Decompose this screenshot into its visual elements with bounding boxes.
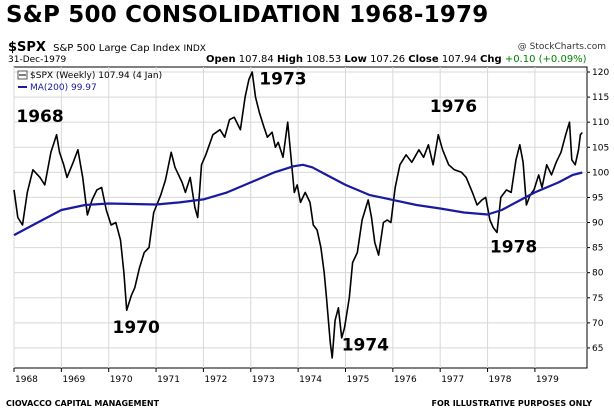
high-value: 108.53	[306, 54, 342, 65]
close-value: 107.94	[441, 54, 477, 65]
chg-value: +0.10 (+0.09%)	[504, 54, 587, 65]
y-tick-label: 65	[592, 344, 603, 354]
y-axis-ticks: 65 70 75 80 85 90 95 100 105 110 115 120	[587, 68, 609, 354]
y-tick-label: 70	[592, 319, 604, 329]
y-tick-label: 105	[592, 143, 609, 153]
ticker-symbol: $SPX	[8, 40, 46, 55]
x-tick-label: 1973	[252, 375, 275, 385]
year-annotation: 1974	[342, 335, 389, 355]
series-layer	[13, 71, 583, 359]
y-tick-label: 100	[592, 168, 609, 178]
y-tick-label: 95	[592, 193, 603, 203]
x-tick-label: 1972	[204, 375, 227, 385]
legend: $SPX (Weekly) 107.94 (4 Jan) MA(200) 99.9…	[17, 70, 162, 93]
y-tick-label: 90	[592, 219, 604, 229]
y-tick-label: 120	[592, 68, 609, 78]
x-tick-label: 1975	[346, 375, 369, 385]
x-tick-label: 1974	[299, 375, 322, 385]
year-annotation: 1968	[16, 107, 63, 127]
price-series-line	[13, 71, 583, 359]
x-tick-label: 1971	[157, 375, 180, 385]
x-tick-label: 1969	[62, 375, 85, 385]
legend-price-label: $SPX (Weekly) 107.94 (4 Jan)	[30, 71, 162, 81]
chart-title: S&P 500 CONSOLIDATION 1968-1979	[6, 2, 489, 28]
y-tick-label: 115	[592, 93, 609, 103]
symbol-line: $SPX S&P 500 Large Cap Index INDX	[8, 40, 206, 55]
high-label: High	[276, 54, 304, 65]
x-tick-label: 1977	[441, 375, 464, 385]
y-tick-label: 80	[592, 269, 604, 279]
year-annotation: 1976	[430, 97, 477, 117]
ohlc-readout: Open 107.84 High 108.53 Low 107.26 Close…	[206, 54, 587, 65]
y-tick-label: 85	[592, 244, 603, 254]
x-tick-label: 1970	[110, 375, 133, 385]
footer-credit: CIOVACCO CAPITAL MANAGEMENT	[6, 399, 160, 408]
y-tick-label: 75	[592, 294, 603, 304]
chg-label: Chg	[480, 54, 502, 65]
year-annotation: 1970	[112, 318, 159, 338]
exchange-label: INDX	[183, 44, 206, 54]
y-tick-label: 110	[592, 118, 609, 128]
stockcharts-credit: @ StockCharts.com	[517, 42, 606, 52]
grid-lines	[13, 67, 587, 368]
low-value: 107.26	[370, 54, 406, 65]
index-name: S&P 500 Large Cap Index	[53, 43, 181, 54]
x-tick-label: 1979	[536, 375, 559, 385]
x-tick-label: 1976	[394, 375, 417, 385]
x-tick-label: 1978	[489, 375, 512, 385]
footer-disclaimer: FOR ILLUSTRATIVE PURPOSES ONLY	[431, 399, 592, 408]
close-label: Close	[408, 54, 439, 65]
x-tick-label: 1968	[15, 375, 38, 385]
low-label: Low	[344, 54, 367, 65]
open-value: 107.84	[238, 54, 274, 65]
legend-ma-label: MA(200) 99.97	[30, 83, 97, 93]
ma200-series-line	[13, 163, 583, 237]
x-axis-ticks: 1968 1969 1970 1971 1972 1973 1974 1975 1976 1977…	[13, 368, 559, 385]
year-annotation: 1973	[259, 70, 306, 90]
year-annotation: 1978	[490, 238, 537, 258]
open-label: Open	[206, 54, 236, 65]
annotation-layer: 1968 1970 1973 1974 1976 1978	[16, 70, 537, 356]
chart-date: 31-Dec-1979	[8, 55, 67, 65]
